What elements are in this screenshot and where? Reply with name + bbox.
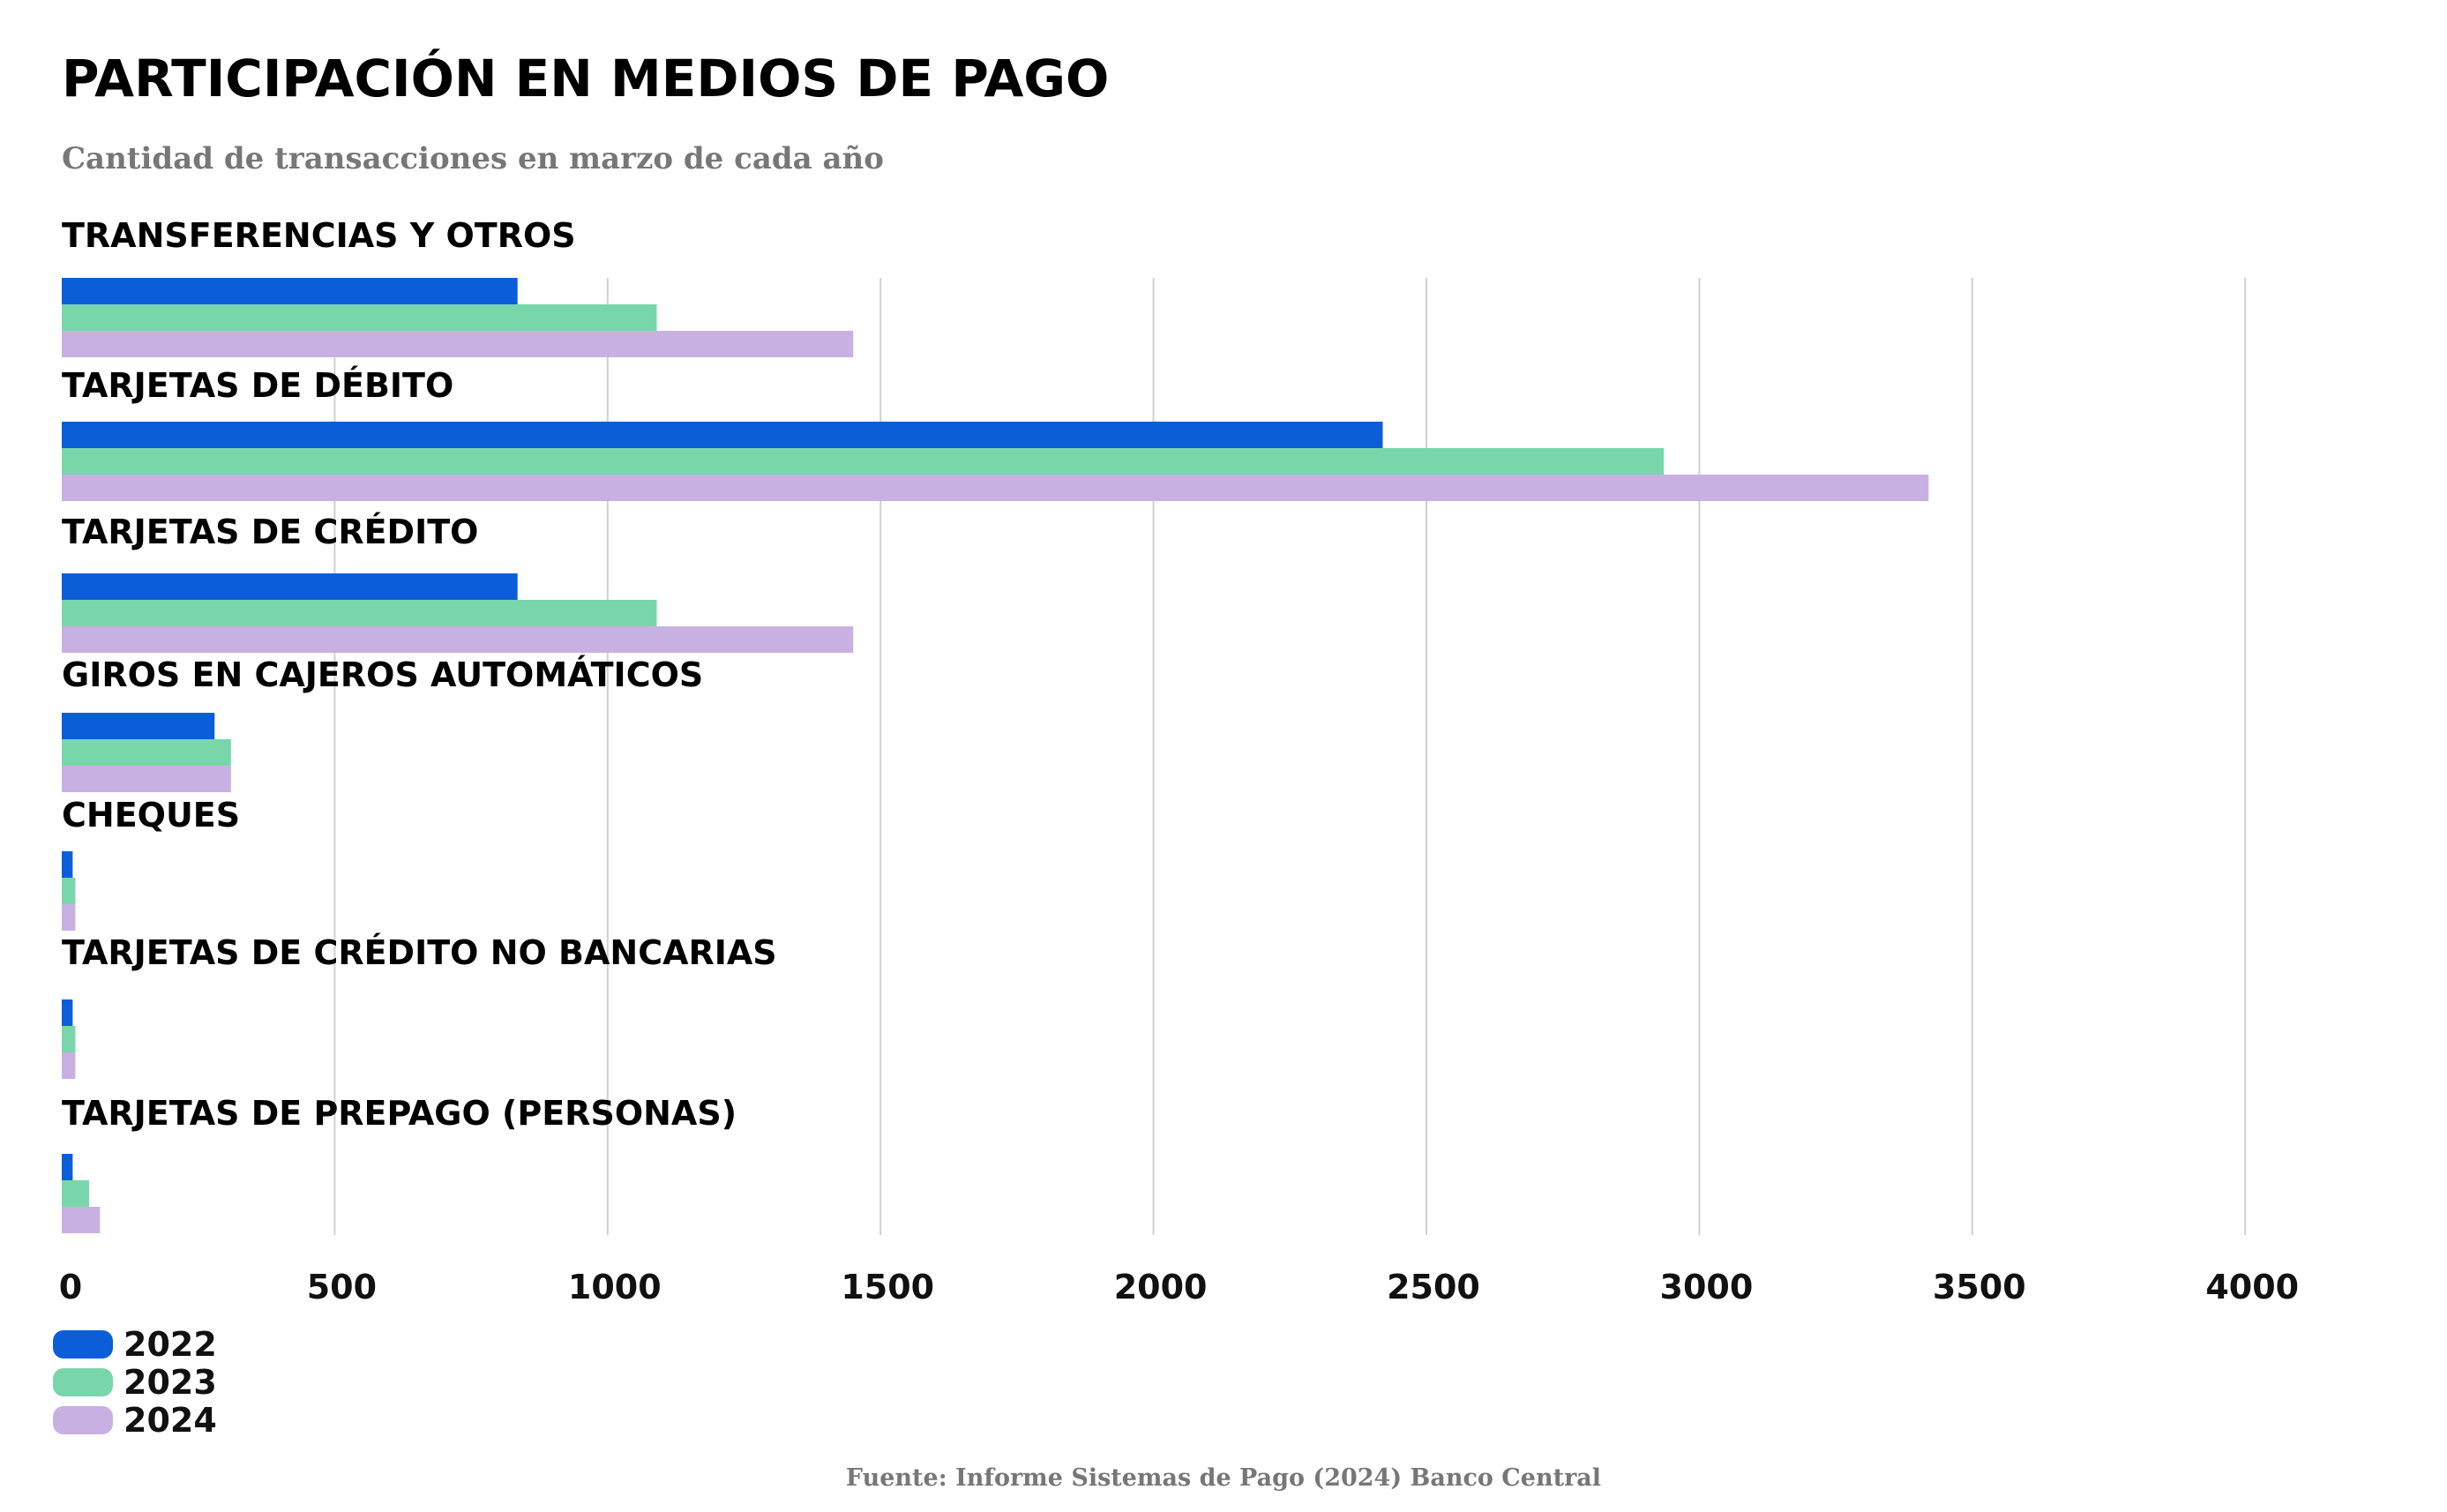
- bar-chart: 0 500 1000 1500 2000 2500 3000 3500 4000 TRANSFER…: [59, 216, 2299, 1306]
- legend-swatch-2023: [53, 1367, 113, 1396]
- legend-item-2023: 2023: [53, 1362, 217, 1402]
- x-tick-label-2500: 2500: [1387, 1268, 1480, 1306]
- category-label-1: TRANSFERENCIAS Y OTROS: [62, 216, 576, 255]
- bar-5-2022: [62, 851, 73, 878]
- chart-subtitle: Cantidad de transacciones en marzo de ca…: [62, 141, 884, 176]
- bar-3-2022: [62, 573, 518, 600]
- x-tick-label-1500: 1500: [841, 1268, 934, 1306]
- bar-7-2024: [62, 1207, 101, 1233]
- legend-item-2022: 2022: [53, 1324, 217, 1364]
- bar-3-2023: [62, 600, 657, 626]
- bar-2-2022: [62, 422, 1383, 448]
- bar-6-2023: [62, 1026, 76, 1052]
- x-tick-label-2000: 2000: [1114, 1268, 1208, 1306]
- bar-4-2024: [62, 766, 231, 792]
- legend-swatch-2022: [53, 1329, 113, 1359]
- bar-4-2023: [62, 739, 231, 766]
- category-label-4: GIROS EN CAJEROS AUTOMÁTICOS: [62, 655, 703, 694]
- bar-4-2022: [62, 713, 215, 739]
- x-tick-label-3000: 3000: [1660, 1268, 1754, 1306]
- x-tick-label-3500: 3500: [1933, 1268, 2026, 1306]
- legend-swatch-2024: [53, 1405, 113, 1434]
- x-tick-label-500: 500: [307, 1268, 377, 1306]
- bar-3-2024: [62, 626, 854, 653]
- legend-label-2024: 2024: [123, 1400, 217, 1440]
- bar-6-2022: [62, 999, 73, 1026]
- bar-2-2024: [62, 475, 1929, 501]
- bar-7-2023: [62, 1180, 89, 1207]
- legend-item-2024: 2024: [53, 1400, 217, 1440]
- legend: 2022 2023 2024: [53, 1324, 217, 1440]
- x-tick-label-1000: 1000: [568, 1268, 662, 1306]
- category-label-7: TARJETAS DE PREPAGO (PERSONAS): [62, 1094, 737, 1133]
- bar-2-2023: [62, 448, 1665, 475]
- category-label-2: TARJETAS DE DÉBITO: [62, 366, 453, 405]
- legend-label-2023: 2023: [123, 1362, 217, 1402]
- legend-label-2022: 2022: [123, 1324, 217, 1364]
- bar-1-2023: [62, 304, 657, 331]
- x-tick-label-0: 0: [59, 1268, 82, 1306]
- bar-1-2022: [62, 278, 518, 304]
- bar-1-2024: [62, 331, 854, 357]
- bar-7-2022: [62, 1154, 73, 1180]
- bar-5-2023: [62, 878, 76, 904]
- category-label-6: TARJETAS DE CRÉDITO NO BANCARIAS: [62, 933, 777, 972]
- chart-title: PARTICIPACIÓN EN MEDIOS DE PAGO: [62, 49, 1110, 109]
- bar-5-2024: [62, 904, 76, 931]
- source-note: Fuente: Informe Sistemas de Pago (2024) …: [845, 1464, 1602, 1492]
- bar-6-2024: [62, 1052, 76, 1079]
- category-label-3: TARJETAS DE CRÉDITO: [62, 513, 478, 551]
- category-label-5: CHEQUES: [62, 796, 240, 835]
- x-tick-label-4000: 4000: [2205, 1268, 2299, 1306]
